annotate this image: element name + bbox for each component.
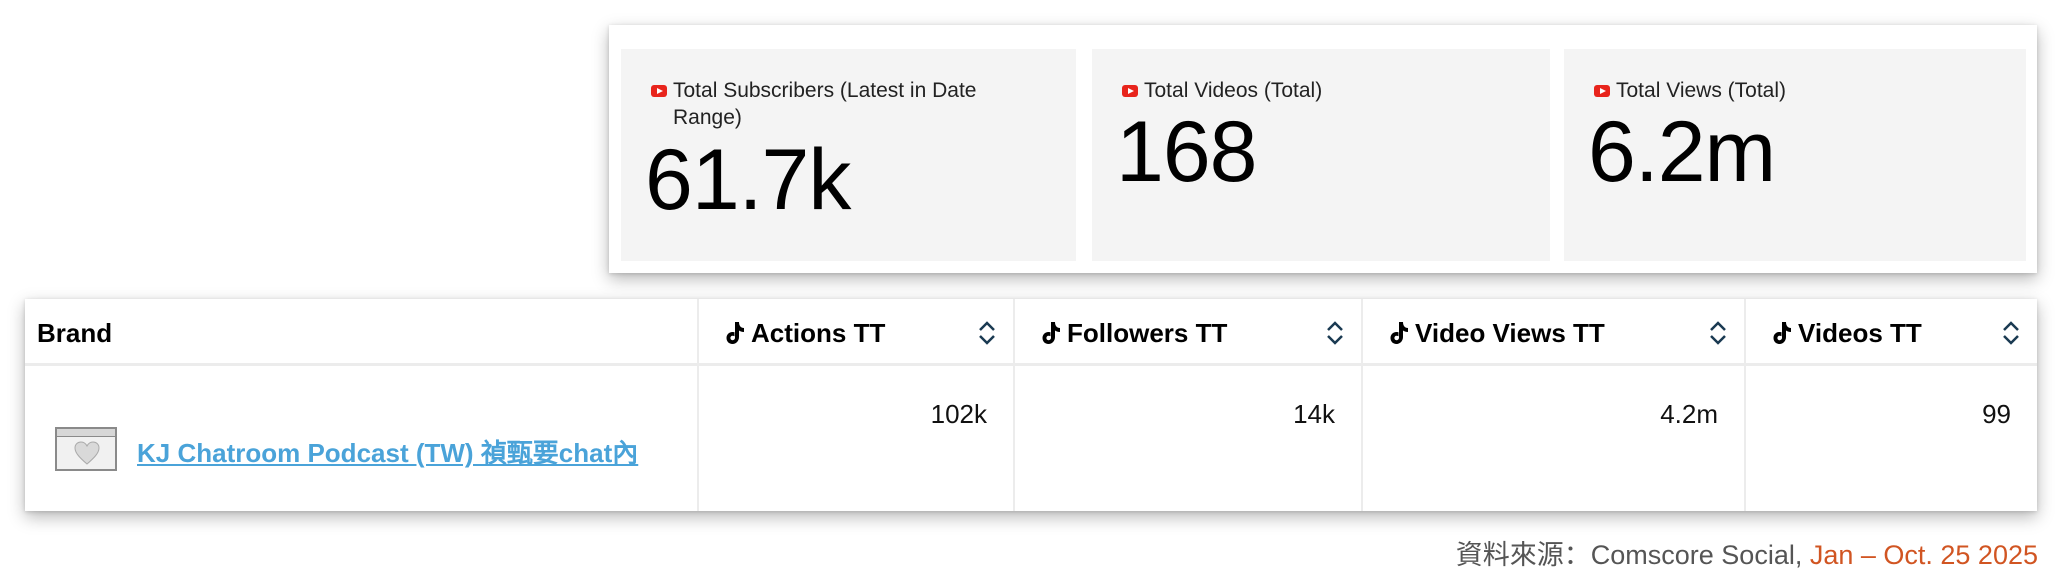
source-date: Jan – Oct. 25 2025 bbox=[1809, 540, 2038, 570]
column-header-label: Brand bbox=[37, 318, 113, 348]
table-cell-actions: 102k bbox=[930, 399, 987, 429]
sort-icon[interactable] bbox=[1325, 319, 1345, 347]
brand-link[interactable]: KJ Chatroom Podcast (TW) 禎甄要chat內 bbox=[137, 438, 639, 468]
followers-column: Followers TT 14k bbox=[1015, 299, 1363, 511]
kpi-card-views: Total Views (Total) 6.2m bbox=[1564, 49, 2026, 261]
kpi-card-videos: Total Videos (Total) 168 bbox=[1092, 49, 1550, 261]
tiktok-icon bbox=[1390, 322, 1408, 344]
table-cell-videos: 99 bbox=[1982, 399, 2011, 429]
brand-table: Brand KJ Chatroom Podcast (TW) 禎甄要chat內 … bbox=[25, 299, 2037, 511]
column-header-text: Actions TT bbox=[725, 318, 885, 349]
column-header-label: Followers TT bbox=[1067, 318, 1228, 348]
column-header-video-views[interactable]: Video Views TT bbox=[1363, 299, 1744, 366]
source-note: 資料來源：Comscore Social, Jan – Oct. 25 2025 bbox=[1456, 533, 2038, 572]
brand-column: Brand KJ Chatroom Podcast (TW) 禎甄要chat內 bbox=[25, 299, 699, 511]
videos-column: Videos TT 99 bbox=[1746, 299, 2037, 511]
kpi-label: Total Videos (Total) bbox=[1144, 79, 1323, 102]
kpi-card-subscribers: Total Subscribers (Latest in Date Range)… bbox=[621, 49, 1076, 261]
source-prefix: 資料來源：Comscore Social, bbox=[1455, 540, 1810, 570]
column-header-label: Video Views TT bbox=[1415, 318, 1605, 348]
column-header-followers[interactable]: Followers TT bbox=[1015, 299, 1361, 366]
brand-logo bbox=[55, 427, 117, 471]
kpi-header: Total Videos (Total) bbox=[1122, 77, 1520, 104]
tiktok-icon bbox=[1042, 322, 1060, 344]
kpi-value: 168 bbox=[1116, 104, 1257, 200]
kpi-label: Total Views (Total) bbox=[1616, 79, 1787, 102]
youtube-icon bbox=[651, 85, 667, 97]
tiktok-icon bbox=[1773, 322, 1791, 344]
column-header-videos[interactable]: Videos TT bbox=[1746, 299, 2037, 366]
sort-icon[interactable] bbox=[1708, 319, 1728, 347]
table-cell-followers: 14k bbox=[1293, 399, 1335, 429]
kpi-label: Total Subscribers (Latest in Date Range) bbox=[673, 79, 977, 129]
actions-column: Actions TT 102k bbox=[699, 299, 1015, 511]
heart-icon bbox=[74, 441, 100, 465]
youtube-icon bbox=[1594, 85, 1610, 97]
column-header-label: Videos TT bbox=[1798, 318, 1922, 348]
column-header-text: Videos TT bbox=[1772, 318, 1922, 349]
youtube-icon bbox=[1122, 85, 1138, 97]
tiktok-icon bbox=[726, 322, 744, 344]
column-header-text: Followers TT bbox=[1041, 318, 1227, 349]
kpi-header: Total Views (Total) bbox=[1594, 77, 1996, 104]
column-header-actions[interactable]: Actions TT bbox=[699, 299, 1013, 366]
column-header-label: Actions TT bbox=[751, 318, 886, 348]
column-header-brand[interactable]: Brand bbox=[25, 299, 697, 366]
kpi-value: 6.2m bbox=[1588, 104, 1776, 200]
kpi-header: Total Subscribers (Latest in Date Range) bbox=[651, 77, 1046, 131]
kpi-value: 61.7k bbox=[645, 132, 851, 228]
sort-icon[interactable] bbox=[2001, 319, 2021, 347]
kpi-panel: Total Subscribers (Latest in Date Range)… bbox=[609, 25, 2037, 273]
column-header-text: Video Views TT bbox=[1389, 318, 1605, 349]
video-views-column: Video Views TT 4.2m bbox=[1363, 299, 1746, 511]
sort-icon[interactable] bbox=[977, 319, 997, 347]
table-cell-video-views: 4.2m bbox=[1660, 399, 1718, 429]
